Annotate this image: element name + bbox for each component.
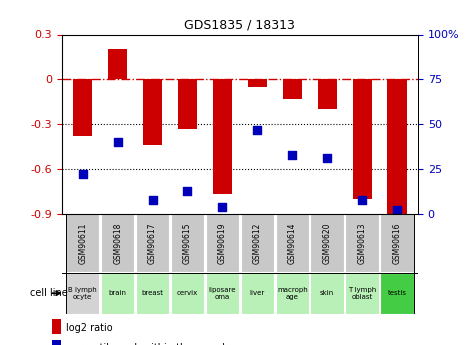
Bar <box>136 273 169 314</box>
Text: cervix: cervix <box>177 290 198 296</box>
Bar <box>206 215 239 272</box>
Bar <box>388 79 407 218</box>
Text: GSM90611: GSM90611 <box>78 223 87 264</box>
Bar <box>380 273 414 314</box>
Text: percentile rank within the sample: percentile rank within the sample <box>66 344 231 345</box>
Bar <box>101 215 134 272</box>
Title: GDS1835 / 18313: GDS1835 / 18313 <box>184 19 295 32</box>
Bar <box>276 215 309 272</box>
Bar <box>311 273 344 314</box>
Text: B lymph
ocyte: B lymph ocyte <box>68 287 97 300</box>
Bar <box>178 79 197 129</box>
Bar <box>318 79 337 109</box>
Text: GSM90612: GSM90612 <box>253 223 262 264</box>
Text: GSM90614: GSM90614 <box>288 223 297 264</box>
Text: cell line: cell line <box>30 288 68 298</box>
Bar <box>240 273 274 314</box>
Bar <box>345 215 379 272</box>
Bar <box>213 79 232 195</box>
Point <box>393 208 401 213</box>
Bar <box>52 340 61 345</box>
Text: macroph
age: macroph age <box>277 287 308 300</box>
Text: GSM90617: GSM90617 <box>148 223 157 264</box>
Bar <box>345 273 379 314</box>
Text: testis: testis <box>388 290 407 296</box>
Text: GSM90620: GSM90620 <box>323 223 332 264</box>
Bar <box>311 215 344 272</box>
Point <box>149 197 156 202</box>
Bar <box>136 215 169 272</box>
Text: GSM90618: GSM90618 <box>113 223 122 264</box>
Bar <box>73 79 92 136</box>
Point <box>79 172 86 177</box>
Text: GSM90619: GSM90619 <box>218 223 227 264</box>
Bar <box>171 273 204 314</box>
Text: GSM90613: GSM90613 <box>358 223 367 264</box>
Bar <box>101 273 134 314</box>
Text: skin: skin <box>320 290 334 296</box>
Text: liposare
oma: liposare oma <box>209 287 236 300</box>
Bar <box>66 215 99 272</box>
Bar <box>206 273 239 314</box>
Bar <box>352 79 372 199</box>
Text: brain: brain <box>109 290 127 296</box>
Bar <box>276 273 309 314</box>
Point <box>254 127 261 132</box>
Bar <box>108 49 127 79</box>
Bar <box>248 79 267 87</box>
Text: GSM90616: GSM90616 <box>392 223 401 264</box>
Bar <box>380 215 414 272</box>
Text: GSM90615: GSM90615 <box>183 223 192 264</box>
Text: liver: liver <box>250 290 265 296</box>
Point <box>288 152 296 157</box>
Point <box>358 197 366 202</box>
Bar <box>143 79 162 145</box>
Point <box>114 139 122 145</box>
Text: T lymph
oblast: T lymph oblast <box>348 287 376 300</box>
Point <box>323 156 331 161</box>
Bar <box>240 215 274 272</box>
Text: log2 ratio: log2 ratio <box>66 323 113 333</box>
Text: breast: breast <box>142 290 163 296</box>
Bar <box>171 215 204 272</box>
Bar <box>52 319 61 334</box>
Bar <box>283 79 302 99</box>
Point <box>184 188 191 193</box>
Bar <box>66 273 99 314</box>
Point <box>218 204 226 209</box>
